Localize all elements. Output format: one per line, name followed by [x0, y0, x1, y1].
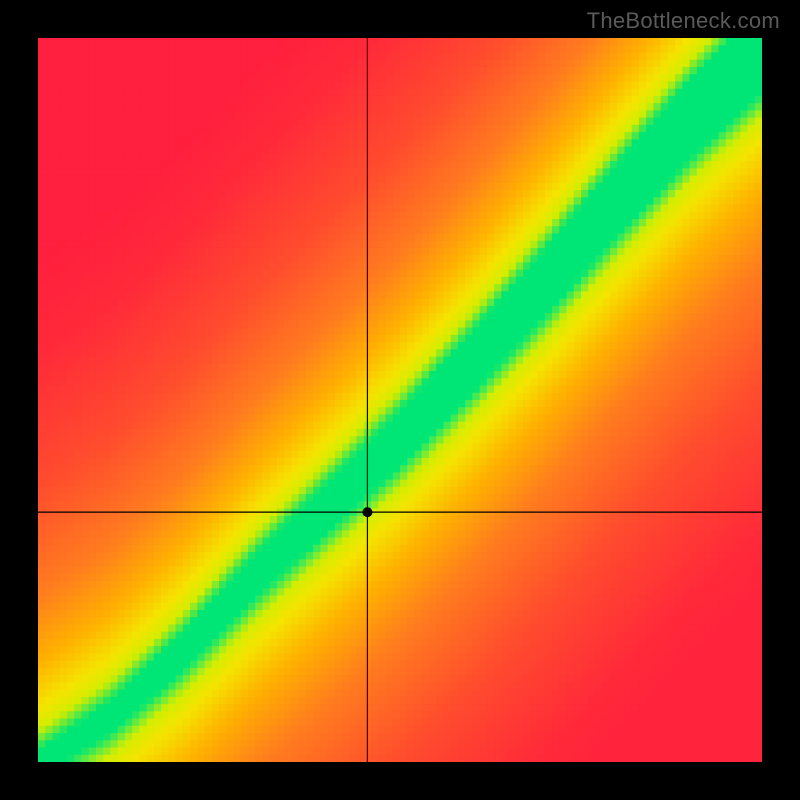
- chart-container: TheBottleneck.com: [0, 0, 800, 800]
- bottleneck-heatmap-canvas: [38, 38, 762, 762]
- watermark-text: TheBottleneck.com: [587, 8, 780, 34]
